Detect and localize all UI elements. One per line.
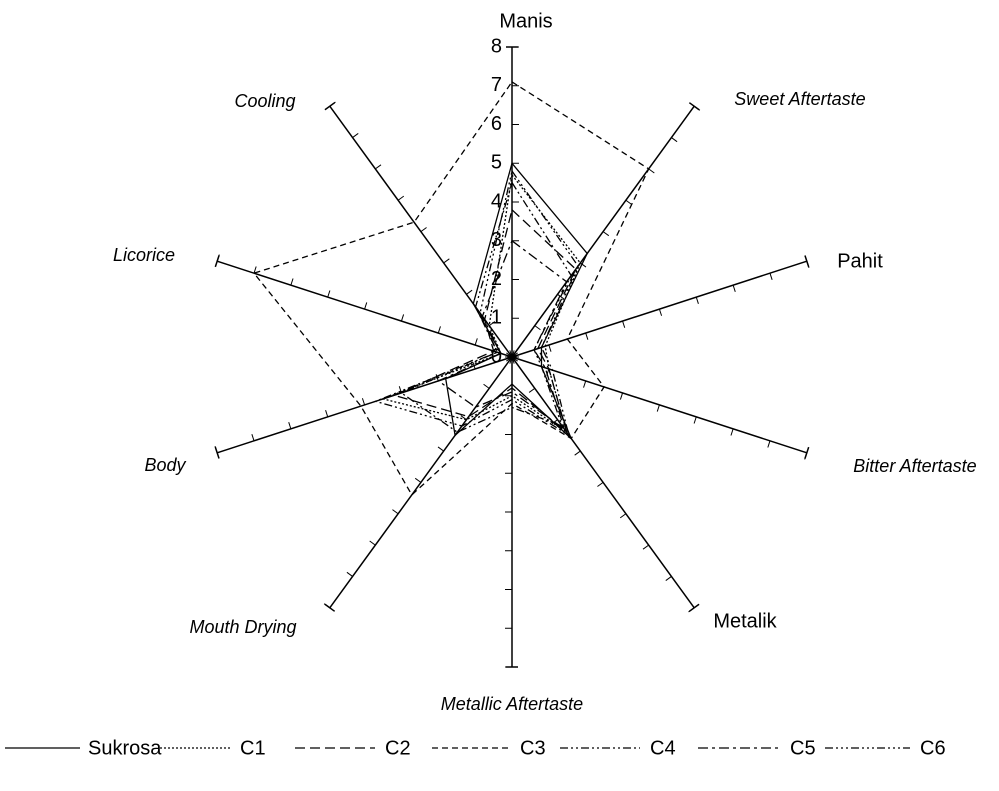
series-line <box>444 161 588 439</box>
legend-label: C3 <box>520 737 546 759</box>
tick-mark <box>619 392 624 400</box>
legend-label: C6 <box>920 737 946 759</box>
series-line <box>252 81 650 496</box>
tick-mark <box>602 231 610 237</box>
tick-mark <box>534 325 541 331</box>
tick-mark <box>443 258 450 264</box>
tick-mark <box>364 302 368 310</box>
legend-label: Sukrosa <box>88 737 162 759</box>
tick-mark <box>474 338 478 346</box>
axis-label: Bitter Aftertaste <box>853 456 976 476</box>
tick-mark <box>511 350 515 358</box>
axis-label: Metalik <box>713 610 777 632</box>
r-tick-label: 7 <box>491 74 502 96</box>
r-tick-label: 4 <box>491 190 502 212</box>
tick-mark <box>597 481 604 487</box>
tick-mark <box>253 266 257 274</box>
legend-label: C4 <box>650 737 676 759</box>
tick-mark <box>325 410 329 418</box>
tick-mark <box>580 262 587 268</box>
tick-mark <box>288 422 292 430</box>
tick-mark <box>688 607 695 613</box>
tick-mark <box>483 383 490 389</box>
legend-label: C2 <box>385 737 411 759</box>
tick-mark <box>665 576 672 581</box>
tick-mark <box>346 571 353 577</box>
r-tick-label: 6 <box>491 113 502 135</box>
axis-label: Pahit <box>837 250 883 272</box>
axis-label: Sweet Aftertaste <box>734 89 865 109</box>
tick-mark <box>375 164 382 170</box>
tick-mark <box>769 273 773 280</box>
tick-mark <box>400 314 405 322</box>
tick-mark <box>392 509 399 515</box>
tick-mark <box>671 137 678 143</box>
tick-mark <box>585 332 589 340</box>
r-tick-label: 8 <box>491 35 502 57</box>
tick-mark <box>466 289 473 295</box>
series-line <box>400 181 572 433</box>
tick-mark <box>625 199 632 205</box>
tick-mark <box>352 133 359 138</box>
tick-mark <box>511 352 518 358</box>
tick-mark <box>806 261 810 269</box>
legend-label: C5 <box>790 737 816 759</box>
tick-mark <box>528 387 536 393</box>
axis-label: Mouth Drying <box>189 617 296 637</box>
tick-mark <box>656 404 660 412</box>
tick-mark <box>323 603 331 609</box>
tick-mark <box>622 320 626 328</box>
axis-label: Metallic Aftertaste <box>441 694 583 714</box>
r-tick-label: 0 <box>491 345 502 367</box>
tick-mark <box>290 278 294 286</box>
tick-mark <box>648 168 655 174</box>
tick-mark <box>397 195 405 201</box>
tick-mark <box>548 344 552 352</box>
tick-mark <box>437 326 441 334</box>
tick-mark <box>369 540 376 546</box>
tick-mark <box>488 321 496 327</box>
tick-mark <box>658 308 663 316</box>
tick-mark <box>730 428 734 436</box>
series-line <box>373 169 579 437</box>
tick-mark <box>574 450 581 456</box>
tick-mark <box>251 434 255 441</box>
legend-label: C1 <box>240 737 266 759</box>
tick-mark <box>732 284 736 292</box>
tick-mark <box>767 440 771 448</box>
tick-mark <box>693 105 701 111</box>
tick-mark <box>619 513 627 519</box>
r-tick-label: 1 <box>491 307 502 329</box>
axis-label: Licorice <box>113 245 175 265</box>
axis-label: Manis <box>499 10 552 32</box>
r-tick-label: 5 <box>491 152 502 174</box>
tick-mark <box>693 416 697 424</box>
tick-mark <box>804 452 808 460</box>
tick-mark <box>329 101 336 107</box>
tick-mark <box>437 446 444 452</box>
tick-mark <box>583 380 587 388</box>
axis-label: Cooling <box>234 91 295 111</box>
series-line <box>380 173 582 434</box>
tick-mark <box>361 398 366 406</box>
tick-mark <box>327 290 331 298</box>
tick-mark <box>420 227 427 233</box>
tick-mark <box>695 296 699 304</box>
tick-mark <box>414 477 422 483</box>
tick-mark <box>214 445 218 453</box>
tick-mark <box>642 544 649 550</box>
axis-line <box>511 105 695 358</box>
series-line <box>392 208 577 434</box>
tick-mark <box>216 254 220 262</box>
axis-label: Body <box>144 455 186 475</box>
